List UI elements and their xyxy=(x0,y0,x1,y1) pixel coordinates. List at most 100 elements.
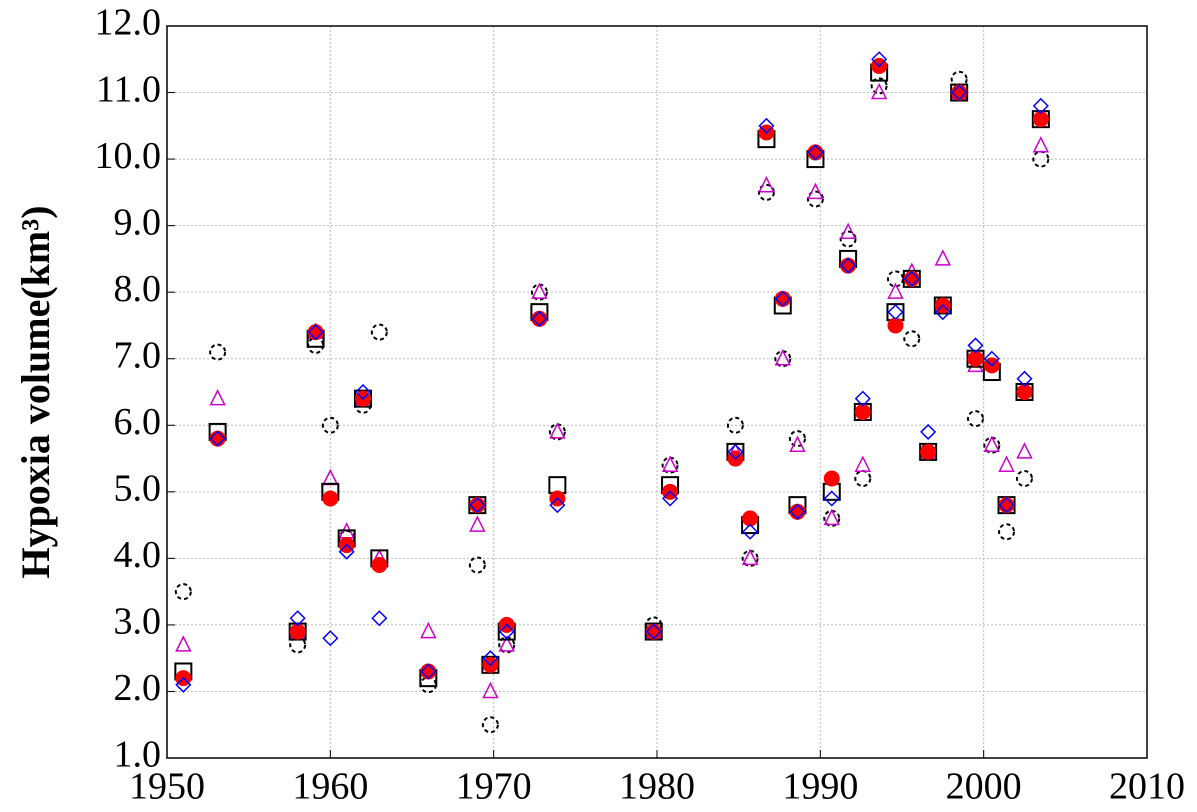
point xyxy=(823,490,840,507)
point xyxy=(854,455,872,472)
point xyxy=(983,435,1001,452)
point xyxy=(1016,384,1033,400)
point xyxy=(354,383,372,401)
y-tick-label: 11.0 xyxy=(96,68,161,110)
y-tick-label: 8.0 xyxy=(114,268,162,310)
point xyxy=(840,257,857,274)
point xyxy=(903,270,920,287)
point xyxy=(209,388,226,406)
point xyxy=(950,70,968,88)
point xyxy=(839,222,857,240)
point xyxy=(823,508,840,526)
point xyxy=(998,497,1015,514)
point xyxy=(174,583,192,601)
point xyxy=(789,503,806,520)
point xyxy=(289,623,306,640)
point xyxy=(934,249,952,266)
x-tick-label: 1980 xyxy=(619,766,695,808)
y-tick-label: 10.0 xyxy=(95,135,162,177)
point xyxy=(758,117,775,134)
point xyxy=(531,310,548,327)
point xyxy=(807,144,824,161)
point xyxy=(469,515,486,532)
point xyxy=(322,630,339,647)
point xyxy=(307,324,324,341)
y-tick-label: 2.0 xyxy=(114,667,162,709)
point xyxy=(951,84,968,101)
point xyxy=(420,621,437,639)
point xyxy=(531,282,548,299)
point xyxy=(322,490,339,507)
point xyxy=(983,350,1000,367)
point xyxy=(307,324,324,341)
y-tick-label: 12.0 xyxy=(95,2,162,44)
point xyxy=(727,443,744,460)
point xyxy=(967,410,984,428)
point xyxy=(420,663,437,680)
x-tick-label: 1970 xyxy=(456,766,532,808)
y-tick-label: 7.0 xyxy=(114,334,162,376)
point xyxy=(1016,370,1033,387)
y-tick-label: 6.0 xyxy=(114,401,162,443)
point xyxy=(482,681,499,699)
x-tick-label: 2000 xyxy=(946,766,1022,808)
point xyxy=(789,435,806,452)
x-tick-label: 1960 xyxy=(292,766,368,808)
point xyxy=(726,416,744,434)
point xyxy=(498,635,515,652)
point xyxy=(887,304,904,321)
point xyxy=(998,497,1015,514)
point xyxy=(758,176,775,193)
point xyxy=(371,610,388,627)
point xyxy=(920,423,937,440)
point xyxy=(645,623,662,640)
plot-frame xyxy=(166,25,1148,759)
point xyxy=(1032,97,1049,114)
point xyxy=(209,430,226,447)
point xyxy=(870,77,888,95)
point xyxy=(481,716,499,734)
point xyxy=(469,497,486,514)
y-tick-label: 3.0 xyxy=(114,601,162,643)
point xyxy=(934,304,951,321)
point xyxy=(549,422,566,439)
point xyxy=(789,503,806,520)
point xyxy=(788,430,806,448)
point xyxy=(289,610,306,627)
y-tick-label: 4.0 xyxy=(114,534,162,576)
point xyxy=(338,543,355,560)
point xyxy=(371,557,388,574)
point xyxy=(870,82,888,100)
point xyxy=(370,323,388,341)
point xyxy=(742,510,759,527)
point xyxy=(823,470,840,487)
point xyxy=(175,676,192,693)
x-tick-label: 2010 xyxy=(1109,766,1185,808)
point xyxy=(920,443,937,460)
point xyxy=(967,337,984,354)
point xyxy=(967,350,984,367)
point xyxy=(998,523,1016,541)
point xyxy=(854,403,871,420)
point xyxy=(645,623,662,640)
point xyxy=(1016,442,1033,459)
point xyxy=(774,349,791,366)
point xyxy=(871,51,888,68)
y-tick-label: 5.0 xyxy=(114,468,162,510)
y-axis-label: Hypoxia volume(km³) xyxy=(13,205,58,578)
point xyxy=(469,497,486,514)
point xyxy=(741,548,759,566)
point xyxy=(742,523,759,540)
x-tick-label: 1990 xyxy=(782,766,858,808)
point xyxy=(482,650,499,667)
point xyxy=(1016,470,1033,488)
point xyxy=(854,470,872,488)
y-tick-label: 1.0 xyxy=(114,734,162,776)
point xyxy=(951,84,968,101)
point xyxy=(887,317,904,334)
point xyxy=(175,635,192,652)
point xyxy=(662,490,679,507)
point xyxy=(774,290,791,307)
point xyxy=(903,330,921,348)
